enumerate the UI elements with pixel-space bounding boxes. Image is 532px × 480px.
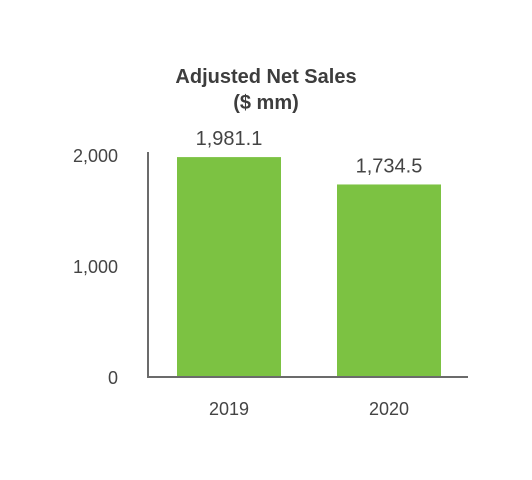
data-label-2019: 1,981.1 bbox=[196, 128, 263, 150]
chart-title-main: Adjusted Net Sales bbox=[175, 66, 357, 88]
bar-2019 bbox=[177, 157, 281, 377]
axes-layer bbox=[147, 152, 468, 378]
y-tick-label-2000: 2,000 bbox=[73, 146, 118, 166]
labels-layer: 1,981.1 2019 1,734.5 2020 0 1,000 2,000 bbox=[73, 128, 422, 419]
bars-layer bbox=[177, 157, 441, 377]
x-tick-label-2019: 2019 bbox=[209, 399, 249, 419]
y-tick-label-0: 0 bbox=[108, 368, 118, 388]
data-label-2020: 1,734.5 bbox=[356, 155, 423, 177]
y-tick-label-1000: 1,000 bbox=[73, 257, 118, 277]
chart-subtitle: ($ mm) bbox=[233, 92, 299, 114]
bar-2020 bbox=[337, 184, 441, 377]
x-tick-label-2020: 2020 bbox=[369, 399, 409, 419]
chart-title: Adjusted Net Sales ($ mm) bbox=[0, 64, 532, 116]
